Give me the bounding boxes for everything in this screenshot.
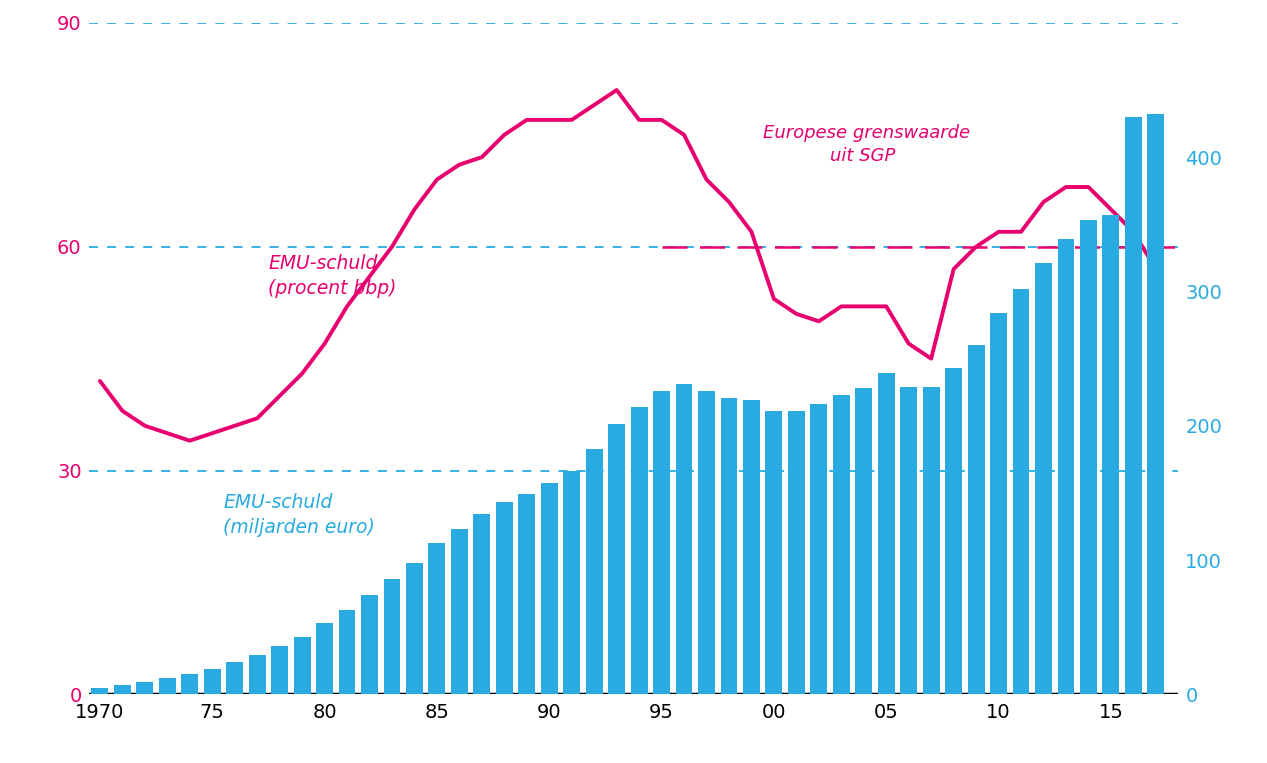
Text: EMU-schuld
(procent bbp): EMU-schuld (procent bbp) [269, 254, 397, 298]
Bar [855, 388, 872, 694]
Bar [248, 655, 266, 694]
Bar [158, 678, 176, 694]
Bar [1079, 221, 1097, 694]
Bar [361, 595, 378, 694]
Bar [1035, 263, 1052, 694]
Bar [405, 563, 423, 694]
Bar [721, 398, 737, 694]
Bar [832, 395, 850, 694]
Bar [1058, 239, 1074, 694]
Bar [181, 674, 198, 694]
Bar [922, 387, 940, 694]
Bar [114, 685, 131, 694]
Bar [765, 411, 782, 694]
Bar [294, 636, 310, 694]
Bar [878, 373, 895, 694]
Bar [968, 345, 984, 694]
Bar [271, 646, 288, 694]
Bar [1148, 114, 1164, 694]
Bar [675, 384, 693, 694]
Bar [698, 391, 715, 694]
Bar [317, 623, 333, 694]
Bar [541, 484, 557, 694]
Text: uit SGP: uit SGP [830, 146, 896, 165]
Bar [1012, 288, 1030, 694]
Bar [495, 502, 513, 694]
Bar [384, 579, 400, 694]
Text: EMU-schuld
(miljarden euro): EMU-schuld (miljarden euro) [223, 493, 375, 537]
Bar [518, 494, 535, 694]
Bar [564, 472, 580, 694]
Bar [631, 407, 647, 694]
Bar [811, 404, 827, 694]
Bar [990, 313, 1007, 694]
Bar [204, 669, 220, 694]
Bar [474, 514, 490, 694]
Bar [1125, 117, 1142, 694]
Bar [91, 687, 109, 694]
Bar [945, 368, 962, 694]
Bar [227, 662, 243, 694]
Text: Europese grenswaarde: Europese grenswaarde [763, 124, 969, 142]
Bar [1102, 215, 1119, 694]
Bar [901, 387, 917, 694]
Bar [654, 391, 670, 694]
Bar [788, 411, 805, 694]
Bar [338, 610, 356, 694]
Bar [428, 542, 445, 694]
Bar [608, 424, 625, 694]
Bar [451, 530, 468, 694]
Bar [585, 449, 603, 694]
Bar [742, 401, 760, 694]
Bar [137, 682, 153, 694]
